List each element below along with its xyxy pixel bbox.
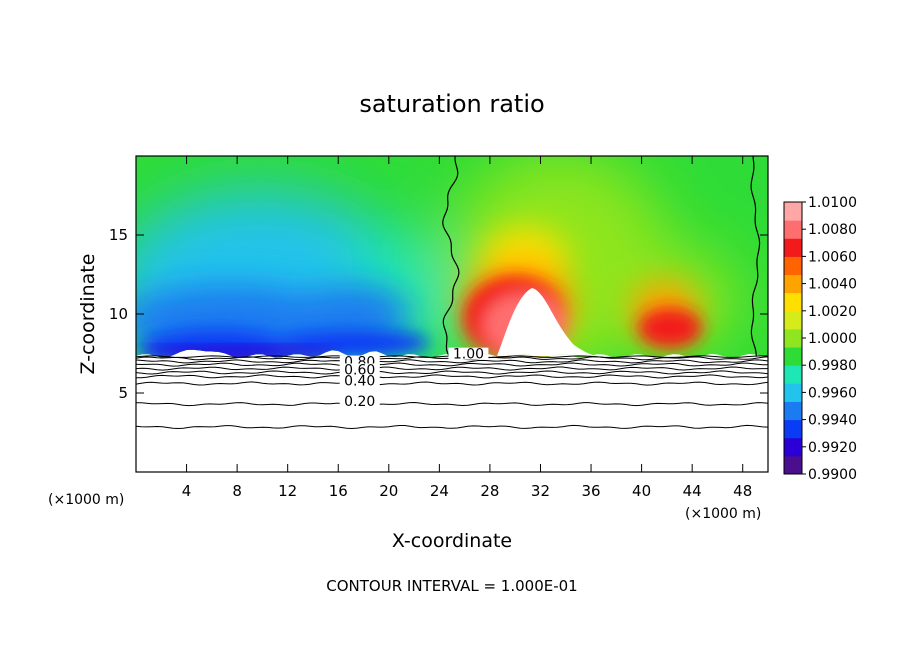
contour-line-one-right xyxy=(750,156,761,357)
colorbar-swatch xyxy=(784,256,802,276)
colorbar-swatch xyxy=(784,419,802,439)
colorbar-swatch xyxy=(784,202,802,221)
x-tick-label: 24 xyxy=(430,482,449,500)
x-tick-label: 8 xyxy=(232,482,242,500)
colorbar: 1.0100 1.0080 1.0060 1.0040 1.0020 1.0000 0.99… xyxy=(783,195,857,483)
colorbar-swatch xyxy=(784,328,802,348)
colorbar-swatch xyxy=(784,401,802,421)
y-tick-label: 15 xyxy=(109,226,128,244)
contour-line xyxy=(136,370,768,375)
colorbar-swatch xyxy=(784,437,802,457)
contour-line-one xyxy=(442,156,460,357)
field-red-lobe xyxy=(638,308,702,348)
x-tick-label: 48 xyxy=(733,482,752,500)
contour-labels: 1.000.800.600.400.20 xyxy=(339,347,489,410)
contour-label-background xyxy=(339,395,380,408)
colorbar-label: 1.0020 xyxy=(808,304,857,320)
y-tick-label: 5 xyxy=(118,384,128,402)
colorbar-swatch xyxy=(784,238,802,257)
contour-line xyxy=(136,401,768,407)
x-tick-label: 28 xyxy=(480,482,499,500)
colorbar-swatch xyxy=(784,292,802,312)
x-tick-label: 20 xyxy=(379,482,398,500)
contour-line xyxy=(136,359,768,364)
colorbar-swatch xyxy=(784,383,802,402)
y-tick-label: 10 xyxy=(109,305,128,323)
colorbar-swatch xyxy=(784,220,802,239)
contour-label: 0.20 xyxy=(344,394,375,410)
y-axis-label: Z-coordinate xyxy=(77,254,99,375)
chart-title: saturation ratio xyxy=(359,90,544,118)
x-unit-right: (×1000 m) xyxy=(685,506,761,522)
colorbar-label: 1.0000 xyxy=(808,331,857,347)
colorbar-label: 0.9980 xyxy=(808,358,857,374)
colorbar-label: 1.0080 xyxy=(808,222,857,238)
contour-label-background xyxy=(448,347,489,360)
field-blue-band-2 xyxy=(290,285,410,345)
x-axis-label: X-coordinate xyxy=(392,530,512,552)
contour-interval-note: CONTOUR INTERVAL = 1.000E-01 xyxy=(326,577,577,595)
x-tick-label: 16 xyxy=(329,482,348,500)
contour-label: 0.60 xyxy=(344,362,375,378)
contour-label: 0.40 xyxy=(344,374,375,390)
colorbar-swatch xyxy=(784,274,802,294)
contour-line xyxy=(136,366,768,371)
x-tick-label: 12 xyxy=(278,482,297,500)
x-tick-label: 44 xyxy=(683,482,702,500)
contour-line xyxy=(136,424,768,430)
colorbar-swatch xyxy=(784,365,802,384)
contour-line xyxy=(136,374,768,379)
contour-label-background xyxy=(339,374,380,387)
y-axis: 5 10 15 xyxy=(109,226,768,402)
x-tick-label: 40 xyxy=(632,482,651,500)
colorbar-swatch xyxy=(784,347,802,366)
contour-line xyxy=(136,381,768,386)
saturation-field xyxy=(136,156,768,358)
colorbar-label: 0.9940 xyxy=(808,413,857,429)
x-tick-label: 36 xyxy=(581,482,600,500)
contour-label-background xyxy=(339,363,380,376)
x-unit-left: (×1000 m) xyxy=(48,492,124,508)
x-tick-label: 32 xyxy=(531,482,550,500)
colorbar-swatch xyxy=(784,310,802,330)
colorbar-swatch xyxy=(784,455,802,475)
colorbar-label: 1.0060 xyxy=(808,249,857,265)
colorbar-label: 1.0100 xyxy=(808,195,857,211)
colorbar-label: 0.9920 xyxy=(808,440,857,456)
colorbar-label: 0.9960 xyxy=(808,385,857,401)
contour-line xyxy=(136,362,768,367)
colorbar-label: 1.0040 xyxy=(808,277,857,293)
x-axis: 4 8 12 16 20 24 28 32 36 40 44 48 xyxy=(182,156,752,500)
colorbar-label: 0.9900 xyxy=(808,467,857,483)
x-tick-label: 4 xyxy=(182,482,192,500)
contour-label: 1.00 xyxy=(453,347,484,363)
field-indigo-base xyxy=(140,347,340,358)
field-white-core xyxy=(497,288,600,356)
